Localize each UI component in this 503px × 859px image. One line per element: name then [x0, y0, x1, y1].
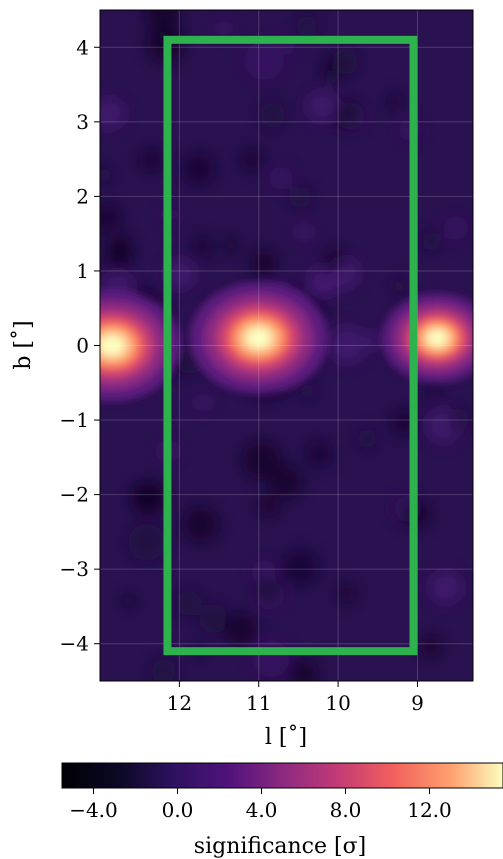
noise-spot	[305, 440, 332, 467]
noise-spot	[255, 577, 280, 602]
noise-spot	[392, 279, 407, 294]
noise-spot	[151, 659, 176, 681]
noise-spot	[296, 15, 318, 37]
y-tick-label: 4	[76, 35, 89, 59]
source-blob	[381, 293, 473, 383]
y-tick-label: −4	[60, 632, 89, 656]
noise-spot	[328, 326, 366, 364]
noise-spot	[448, 408, 470, 430]
noise-spot	[100, 97, 125, 130]
noise-spot	[257, 495, 280, 517]
noise-spot	[241, 440, 281, 480]
colorbar: −4.0 0.0 4.0 8.0 12.0 significance [σ]	[61, 762, 503, 859]
noise-spot	[192, 236, 214, 258]
source-glow	[428, 330, 447, 346]
y-tick-label: −2	[60, 483, 89, 507]
y-tick-label: 2	[76, 184, 89, 208]
noise-spot	[216, 21, 231, 36]
noise-spot	[199, 604, 229, 634]
noise-spot	[176, 590, 202, 616]
x-tick-label: 12	[167, 691, 192, 715]
noise-spot	[363, 330, 383, 350]
noise-spot	[224, 237, 239, 253]
plot-area	[100, 10, 473, 681]
y-tick-label: 0	[76, 334, 89, 358]
y-axis-ticks: −4 −3 −2 −1 0 1 2 3 4	[60, 35, 100, 656]
y-tick-label: 1	[76, 259, 89, 283]
y-tick-label: 3	[76, 110, 89, 134]
noise-spot	[357, 429, 378, 449]
noise-spot	[135, 481, 165, 511]
noise-spot	[164, 258, 196, 290]
colorbar-ticks: −4.0 0.0 4.0 8.0 12.0	[69, 788, 452, 822]
noise-spot	[100, 203, 122, 233]
region-of-interest-box	[163, 35, 418, 656]
x-axis-label: l [˚]	[265, 723, 307, 750]
source-blob	[189, 281, 329, 395]
noise-spot	[268, 464, 303, 499]
colorbar-tick-label: 0.0	[162, 798, 194, 822]
noise-spot	[282, 549, 319, 586]
noise-spot	[444, 215, 469, 241]
noise-spot	[269, 166, 293, 190]
source-glow	[247, 328, 271, 348]
noise-spot	[288, 659, 319, 681]
x-tick-label: 10	[325, 691, 350, 715]
noise-spot	[323, 69, 339, 84]
x-tick-label: 9	[411, 691, 424, 715]
colorbar-label: significance [σ]	[194, 834, 366, 859]
noise-spot	[182, 152, 215, 186]
noise-spot	[330, 97, 362, 129]
noise-spot	[250, 249, 278, 277]
noise-texture	[100, 10, 470, 681]
noise-spot	[128, 523, 166, 561]
noise-spot	[306, 90, 338, 122]
x-tick-label: 11	[246, 691, 271, 715]
noise-spot	[324, 248, 346, 269]
noise-spot	[289, 186, 312, 209]
noise-spot	[195, 394, 211, 411]
colorbar-tick-label: 12.0	[407, 798, 452, 822]
noise-spot	[337, 584, 356, 603]
source-blob	[100, 289, 182, 402]
noise-spot	[421, 231, 441, 251]
noise-spot	[295, 223, 313, 240]
colorbar-tick-label: 8.0	[330, 798, 362, 822]
noise-spot	[426, 384, 441, 399]
noise-spot	[108, 235, 130, 257]
noise-spot	[244, 41, 284, 81]
noise-spot	[419, 634, 443, 658]
noise-spot	[100, 166, 113, 183]
noise-spot	[144, 10, 181, 30]
source-blobs	[100, 281, 473, 402]
noise-spot	[121, 594, 136, 609]
colorbar-gradient	[61, 762, 503, 789]
noise-spot	[299, 382, 316, 399]
noise-spot	[138, 147, 164, 173]
y-axis-label: b [˚]	[9, 320, 36, 369]
noise-spot	[224, 612, 258, 646]
noise-spot	[182, 506, 219, 543]
y-tick-label: −3	[60, 557, 89, 581]
noise-spot	[252, 640, 290, 678]
source-glow	[100, 336, 124, 355]
noise-spot	[259, 102, 286, 128]
colorbar-tick-label: −4.0	[69, 798, 118, 822]
noise-spot	[239, 148, 263, 172]
y-tick-label: −1	[60, 408, 89, 432]
noise-spot	[429, 570, 463, 604]
colorbar-tick-label: 4.0	[246, 798, 278, 822]
x-axis-ticks: 12 11 10 9	[167, 681, 424, 715]
noise-spot	[386, 93, 404, 110]
